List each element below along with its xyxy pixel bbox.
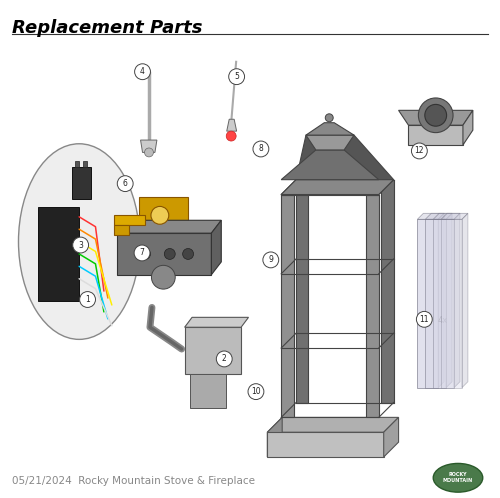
Text: 6: 6	[123, 179, 128, 188]
Polygon shape	[418, 213, 444, 219]
Text: 12: 12	[414, 146, 424, 155]
Polygon shape	[72, 167, 90, 200]
Polygon shape	[114, 215, 145, 225]
Polygon shape	[296, 135, 394, 180]
Polygon shape	[398, 111, 473, 125]
Polygon shape	[281, 195, 293, 417]
Polygon shape	[426, 213, 452, 219]
Text: 5: 5	[234, 72, 239, 81]
Circle shape	[118, 176, 133, 192]
Text: 9: 9	[268, 255, 273, 264]
Text: 05/21/2024  Rocky Mountain Stove & Fireplace: 05/21/2024 Rocky Mountain Stove & Firepl…	[12, 476, 256, 486]
Text: 8: 8	[258, 144, 264, 153]
Circle shape	[412, 143, 428, 159]
Circle shape	[182, 249, 194, 259]
Text: Replacement Parts: Replacement Parts	[12, 19, 203, 37]
Polygon shape	[463, 111, 473, 145]
Text: ROCKY
MOUNTAIN: ROCKY MOUNTAIN	[443, 473, 473, 483]
Circle shape	[134, 245, 150, 261]
Polygon shape	[306, 135, 354, 150]
Text: 10: 10	[251, 387, 261, 396]
Polygon shape	[384, 417, 398, 457]
Polygon shape	[114, 225, 128, 235]
Polygon shape	[118, 233, 212, 275]
Polygon shape	[441, 219, 462, 387]
Polygon shape	[268, 417, 282, 457]
Circle shape	[253, 141, 269, 157]
Polygon shape	[446, 213, 452, 387]
Circle shape	[418, 98, 453, 132]
Polygon shape	[38, 207, 79, 301]
Polygon shape	[296, 180, 308, 402]
Polygon shape	[281, 180, 394, 195]
Circle shape	[151, 206, 169, 224]
Circle shape	[152, 265, 175, 289]
Polygon shape	[366, 195, 379, 417]
Circle shape	[263, 252, 278, 268]
Bar	[75, 161, 79, 167]
Polygon shape	[438, 213, 444, 387]
Text: 7: 7	[140, 249, 144, 257]
Polygon shape	[190, 374, 226, 408]
Text: 4: 4	[140, 67, 145, 76]
Polygon shape	[281, 150, 379, 180]
Text: 2: 2	[222, 355, 226, 364]
Polygon shape	[441, 213, 468, 219]
Polygon shape	[306, 123, 354, 135]
Text: 3: 3	[78, 241, 83, 249]
Ellipse shape	[433, 464, 483, 492]
Polygon shape	[381, 180, 394, 402]
Circle shape	[164, 249, 175, 259]
Polygon shape	[426, 219, 446, 387]
Text: 1: 1	[85, 295, 90, 304]
Text: 4x: 4x	[437, 316, 448, 325]
Polygon shape	[212, 220, 222, 275]
Polygon shape	[408, 125, 463, 145]
Polygon shape	[268, 417, 398, 432]
Polygon shape	[140, 140, 157, 152]
Circle shape	[134, 64, 150, 80]
Circle shape	[226, 131, 236, 141]
Polygon shape	[118, 220, 222, 233]
Polygon shape	[184, 327, 241, 374]
Circle shape	[80, 292, 96, 307]
Polygon shape	[462, 213, 468, 387]
Polygon shape	[454, 213, 460, 387]
Polygon shape	[433, 219, 454, 387]
Ellipse shape	[18, 144, 140, 339]
Polygon shape	[433, 213, 460, 219]
Bar	[82, 161, 86, 167]
Circle shape	[216, 351, 232, 367]
Circle shape	[248, 383, 264, 399]
Circle shape	[140, 249, 150, 259]
Circle shape	[144, 148, 154, 157]
Circle shape	[326, 114, 333, 122]
Circle shape	[425, 105, 446, 126]
Polygon shape	[138, 197, 188, 232]
Circle shape	[416, 311, 432, 327]
Polygon shape	[184, 317, 248, 327]
Circle shape	[228, 69, 244, 85]
Polygon shape	[268, 432, 384, 457]
Polygon shape	[418, 219, 438, 387]
Polygon shape	[226, 119, 236, 131]
Circle shape	[72, 237, 88, 253]
Text: 11: 11	[420, 315, 429, 324]
